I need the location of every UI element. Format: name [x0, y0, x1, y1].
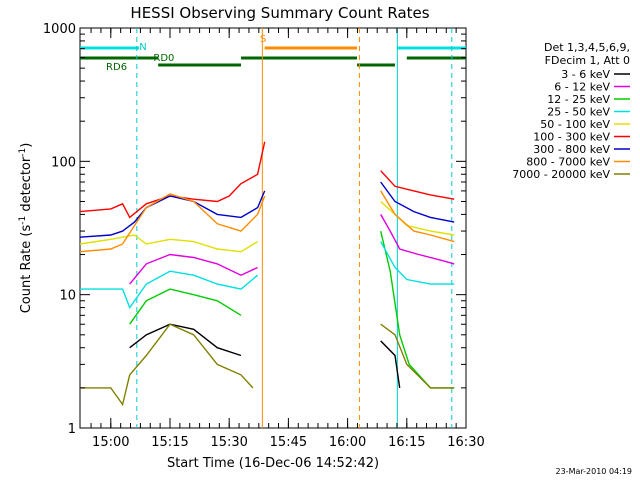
annotation-label: N — [139, 42, 146, 53]
y-axis-label-sup1: -1 — [18, 216, 28, 225]
series-line — [80, 323, 254, 407]
series-line — [129, 288, 242, 325]
x-tick-label: 15:30 — [210, 435, 247, 450]
legend: Det 1,3,4,5,6,9, FDecim 1, Att 0 3 - 6 k… — [512, 41, 630, 181]
series-line — [80, 270, 259, 310]
x-axis-ticks: 15:00 15:15 15:30 15:45 16:00 16:15 16:30 — [90, 28, 485, 450]
chart-title: HESSI Observing Summary Count Rates — [130, 4, 429, 22]
y-axis-label-sup2: -1 — [18, 148, 28, 157]
x-axis-label: Start Time (16-Dec-06 14:52:42) — [167, 456, 379, 471]
annotation-label: RD0 — [153, 53, 174, 64]
series-line — [79, 234, 258, 253]
legend-entry-label: 6 - 12 keV — [554, 81, 610, 94]
legend-entry-label: 3 - 6 keV — [561, 68, 610, 81]
x-tick-label: 16:15 — [388, 435, 425, 450]
legend-entry-label: 300 - 800 keV — [533, 143, 610, 156]
legend-entry-label: 100 - 300 keV — [533, 131, 610, 144]
series-line — [380, 241, 455, 285]
series-line — [380, 170, 455, 200]
y-axis-label-part2: detector — [19, 156, 34, 216]
plot-frame — [79, 27, 467, 429]
y-tick-label: 1000 — [43, 22, 76, 37]
series-line — [380, 340, 401, 389]
status-bars — [80, 46, 466, 67]
legend-entry-label: 50 - 100 keV — [540, 118, 610, 131]
y-axis-label-part1: Count Rate (s — [19, 225, 34, 314]
y-axis-ticks: 1 10 100 1000 — [43, 22, 466, 437]
y-axis-label: Count Rate (s-1 detector-1) — [18, 143, 34, 314]
series-line — [129, 323, 242, 357]
series-line — [380, 190, 455, 243]
x-tick-label: 15:00 — [92, 435, 129, 450]
y-tick-label: 100 — [51, 155, 76, 170]
legend-entry-label: 7000 - 20000 keV — [512, 168, 610, 181]
x-tick-label: 16:30 — [447, 435, 484, 450]
series-line — [79, 141, 266, 219]
vertical-markers — [136, 28, 453, 428]
series-line — [79, 190, 266, 238]
x-tick-label: 15:45 — [270, 435, 307, 450]
y-axis-label-part3: ) — [19, 143, 34, 148]
series-line — [380, 200, 455, 236]
legend-entry-label: 12 - 25 keV — [547, 93, 610, 106]
series-line — [380, 323, 455, 389]
x-tick-label: 16:00 — [329, 435, 366, 450]
y-tick-label: 10 — [59, 289, 76, 304]
y-tick-label: 1 — [68, 422, 76, 437]
annotation-label: S — [260, 34, 266, 45]
series-line — [380, 181, 455, 223]
series-line — [129, 253, 258, 285]
annotation-label: RD6 — [106, 62, 127, 73]
series-lines — [79, 141, 455, 407]
x-tick-label: 15:15 — [151, 435, 188, 450]
series-line — [380, 214, 455, 265]
legend-entry-label: 25 - 50 keV — [547, 106, 610, 119]
legend-header-line1: Det 1,3,4,5,6,9, — [544, 41, 630, 54]
legend-header-line2: FDecim 1, Att 0 — [545, 54, 630, 67]
footer-timestamp: 23-Mar-2010 04:19 — [556, 467, 633, 476]
series-line — [79, 193, 266, 253]
annotations: N RD0 RD6 S — [106, 34, 266, 73]
legend-entry-label: 800 - 7000 keV — [526, 156, 610, 169]
